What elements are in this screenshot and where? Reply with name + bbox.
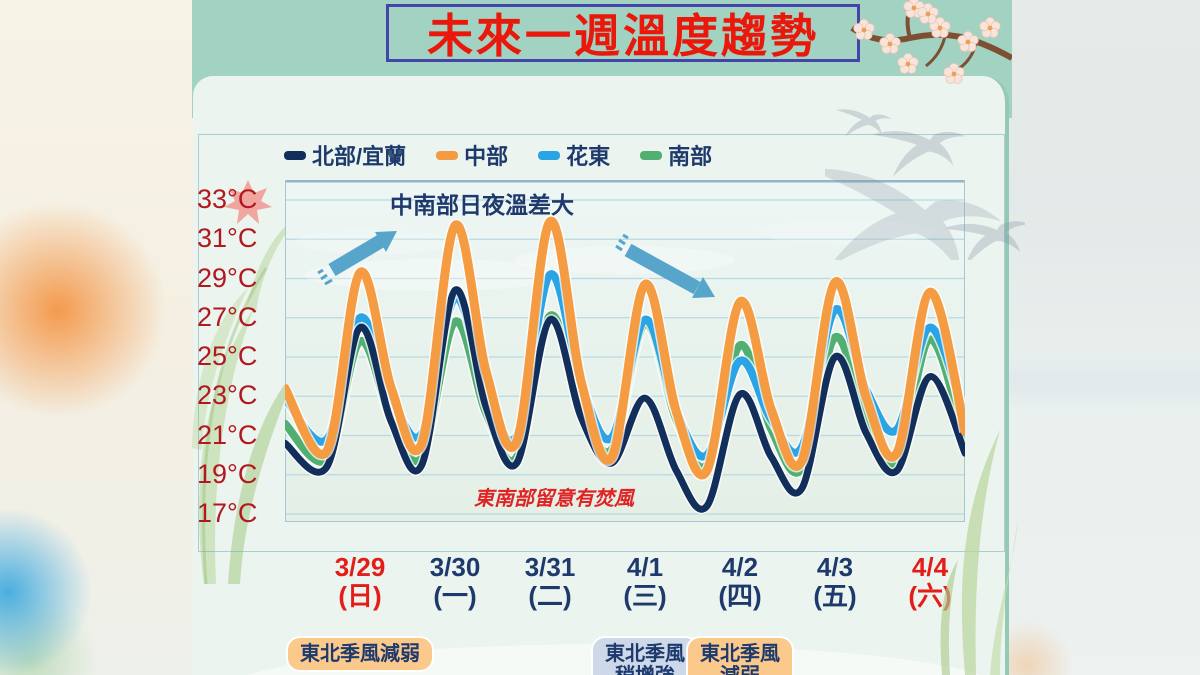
red-leaf-decoration — [224, 180, 272, 224]
y-tick-label: 33°C — [197, 184, 258, 214]
date-text: 3/29 — [334, 552, 386, 582]
x-axis-day-label: 4/1 (三) — [590, 553, 700, 611]
badge-line: 東北季風減弱 — [300, 643, 420, 665]
weekday-text: (五) — [813, 581, 857, 611]
weekday-text: (一) — [433, 581, 477, 611]
badge-line: 減弱 — [700, 665, 780, 675]
y-tick-label: 27°C — [197, 301, 258, 332]
title-box: 未來一週溫度趨勢 — [386, 4, 860, 62]
annotation-diurnal-range: 中南部日夜溫差大 — [390, 192, 574, 218]
light-streak — [1009, 352, 1200, 412]
blossom-flower — [957, 30, 979, 52]
y-tick-label: 17°C — [197, 498, 258, 528]
x-axis-day-label: 3/29 (日) — [305, 553, 415, 611]
blossom-flower — [853, 18, 875, 40]
legend-label: 北部/宜蘭 — [312, 144, 407, 169]
plant-leaves-decoration-right — [940, 430, 1018, 675]
blossom-flower — [897, 52, 919, 74]
blurred-left-background — [0, 0, 196, 675]
weekday-text: (四) — [718, 581, 762, 611]
legend-label: 中部 — [464, 144, 509, 169]
date-text: 3/30 — [429, 552, 481, 582]
blossom-flower — [943, 62, 965, 84]
y-tick-label: 21°C — [197, 419, 258, 450]
falling-trend-arrow — [615, 233, 715, 298]
x-axis-day-label: 4/3 (五) — [780, 553, 890, 611]
legend-item: 南部 — [640, 139, 712, 171]
legend-swatch — [284, 150, 306, 160]
blossom-flower — [917, 2, 939, 24]
weekday-text: (二) — [528, 581, 572, 611]
y-tick-label: 25°C — [197, 341, 258, 371]
swallow-birds-decoration — [825, 109, 1025, 260]
date-text: 4/2 — [721, 552, 759, 582]
temperature-line-chart — [285, 180, 965, 522]
weekday-text: (三) — [623, 581, 667, 611]
badge-line: 稍增強 — [605, 665, 685, 675]
weekday-text: (日) — [338, 581, 382, 611]
annotation-foehn-wind: 東南部留意有焚風 — [474, 488, 634, 510]
date-text: 4/3 — [816, 552, 854, 582]
monsoon-badge: 東北季風減弱 — [686, 636, 794, 675]
x-axis-day-label: 3/31 (二) — [495, 553, 605, 611]
date-text: 4/1 — [626, 552, 664, 582]
legend-item: 北部/宜蘭 — [284, 139, 406, 171]
x-axis-day-label: 4/2 (四) — [685, 553, 795, 611]
monsoon-badge: 東北季風減弱 — [286, 636, 434, 672]
date-text: 3/31 — [524, 552, 576, 582]
rising-trend-arrow — [317, 231, 397, 286]
legend-item: 花東 — [538, 139, 610, 171]
blossom-branch-decoration — [850, 0, 1012, 84]
badge-line: 東北季風 — [700, 643, 780, 665]
y-tick-label: 23°C — [197, 380, 258, 411]
chart-panel-border — [198, 134, 1005, 552]
y-tick-label: 29°C — [197, 262, 258, 293]
chart-legend: 北部/宜蘭 中部 花東 南部 — [284, 139, 712, 171]
date-text: 4/4 — [911, 552, 949, 582]
legend-label: 南部 — [668, 144, 713, 169]
y-tick-label: 19°C — [197, 458, 258, 489]
blossom-flower — [979, 16, 1001, 38]
page-title: 未來一週溫度趨勢 — [427, 10, 819, 62]
blurred-right-background — [1009, 0, 1200, 675]
series-line-中部 — [285, 217, 965, 480]
legend-item: 中部 — [436, 139, 508, 171]
legend-label: 花東 — [566, 144, 611, 169]
legend-swatch — [640, 150, 663, 160]
legend-swatch — [436, 150, 459, 160]
badge-line: 東北季風 — [605, 643, 685, 665]
monsoon-badge: 東北季風稍增強 — [591, 636, 699, 675]
legend-swatch — [538, 150, 561, 160]
plant-leaves-decoration — [192, 214, 300, 584]
blossom-flower — [879, 32, 901, 54]
x-axis-day-label: 3/30 (一) — [400, 553, 510, 611]
y-tick-label: 31°C — [197, 223, 258, 254]
